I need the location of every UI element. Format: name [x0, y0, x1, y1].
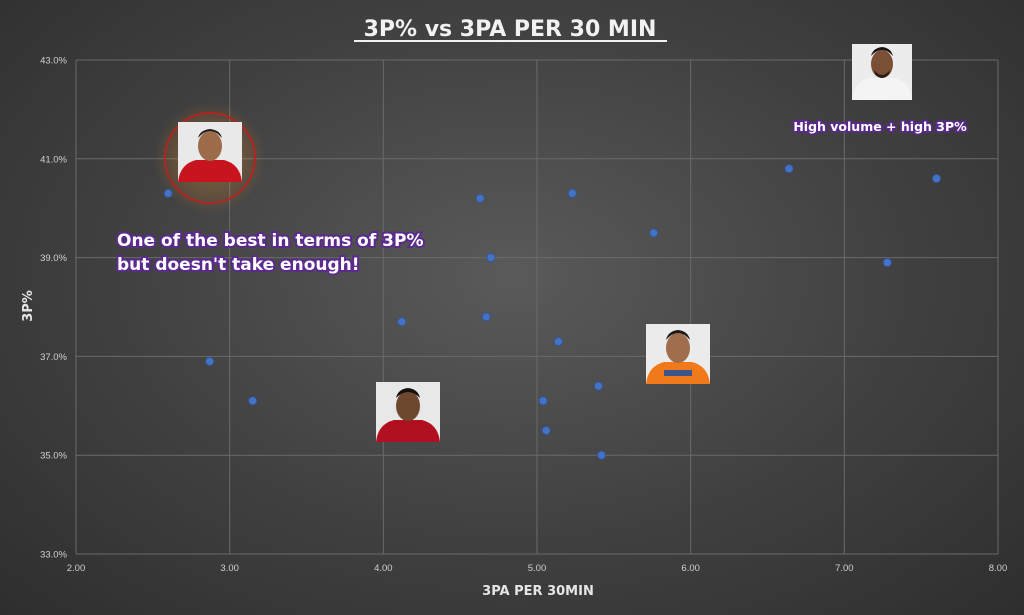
data-point — [205, 356, 215, 366]
x-tick-label: 4.00 — [374, 563, 393, 574]
annotation-left-line-2: but doesn't take enough! — [117, 255, 360, 275]
annotation-left-line-1: One of the best in terms of 3P% — [117, 231, 424, 251]
annotation-right: High volume + high 3P% — [792, 117, 969, 136]
y-tick-label: 41.0% — [40, 154, 67, 165]
y-tick-label: 39.0% — [40, 253, 67, 264]
data-point — [541, 426, 551, 435]
player-photo-bottom — [376, 382, 440, 442]
y-tick-label: 37.0% — [40, 352, 67, 363]
data-point — [597, 450, 606, 460]
data-point — [932, 174, 941, 183]
player-photo-icon — [852, 44, 912, 100]
jersey — [376, 420, 440, 442]
x-tick-label: 5.00 — [528, 563, 547, 574]
data-point — [882, 258, 892, 267]
data-points — [163, 164, 941, 460]
player-photo-right — [646, 324, 710, 384]
player-photo-top-right — [852, 44, 912, 100]
y-tick-label: 33.0% — [40, 550, 67, 561]
data-point — [163, 188, 173, 198]
data-point — [567, 188, 577, 198]
y-tick-label: 35.0% — [40, 451, 67, 462]
x-tick-label: 6.00 — [681, 563, 700, 574]
data-point — [475, 193, 485, 203]
x-axis-label: 3PA PER 30MIN — [482, 584, 594, 599]
player-photo-icon — [646, 324, 710, 384]
x-tick-label: 7.00 — [835, 563, 854, 574]
jersey — [178, 160, 242, 182]
annotation-right-line-1: High volume + high 3P% — [793, 119, 967, 134]
data-point — [486, 253, 496, 263]
data-point — [397, 317, 407, 327]
player-photos — [154, 44, 912, 442]
annotation-left: One of the best in terms of 3P% but does… — [115, 229, 426, 277]
player-photo-icon — [376, 382, 440, 442]
data-point — [481, 312, 491, 322]
data-point — [784, 164, 794, 174]
player-photo-highlighted — [154, 102, 266, 214]
tick-labels: 2.00 3.00 4.00 5.00 6.00 7.00 8.00 33.0% 35.0% 37… — [40, 56, 1007, 575]
x-tick-label: 2.00 — [67, 563, 86, 574]
x-tick-label: 8.00 — [989, 563, 1008, 574]
y-axis-label: 3P% — [21, 290, 36, 322]
data-point — [248, 396, 258, 406]
y-tick-label: 43.0% — [40, 56, 67, 67]
data-point — [594, 381, 603, 391]
jersey — [852, 78, 912, 100]
chart-title: 3P% vs 3PA PER 30 MIN — [364, 17, 657, 42]
data-point — [649, 228, 659, 238]
data-point — [538, 396, 548, 406]
player-photo-icon — [178, 122, 242, 182]
x-tick-label: 3.00 — [220, 563, 239, 574]
data-point — [554, 337, 563, 346]
